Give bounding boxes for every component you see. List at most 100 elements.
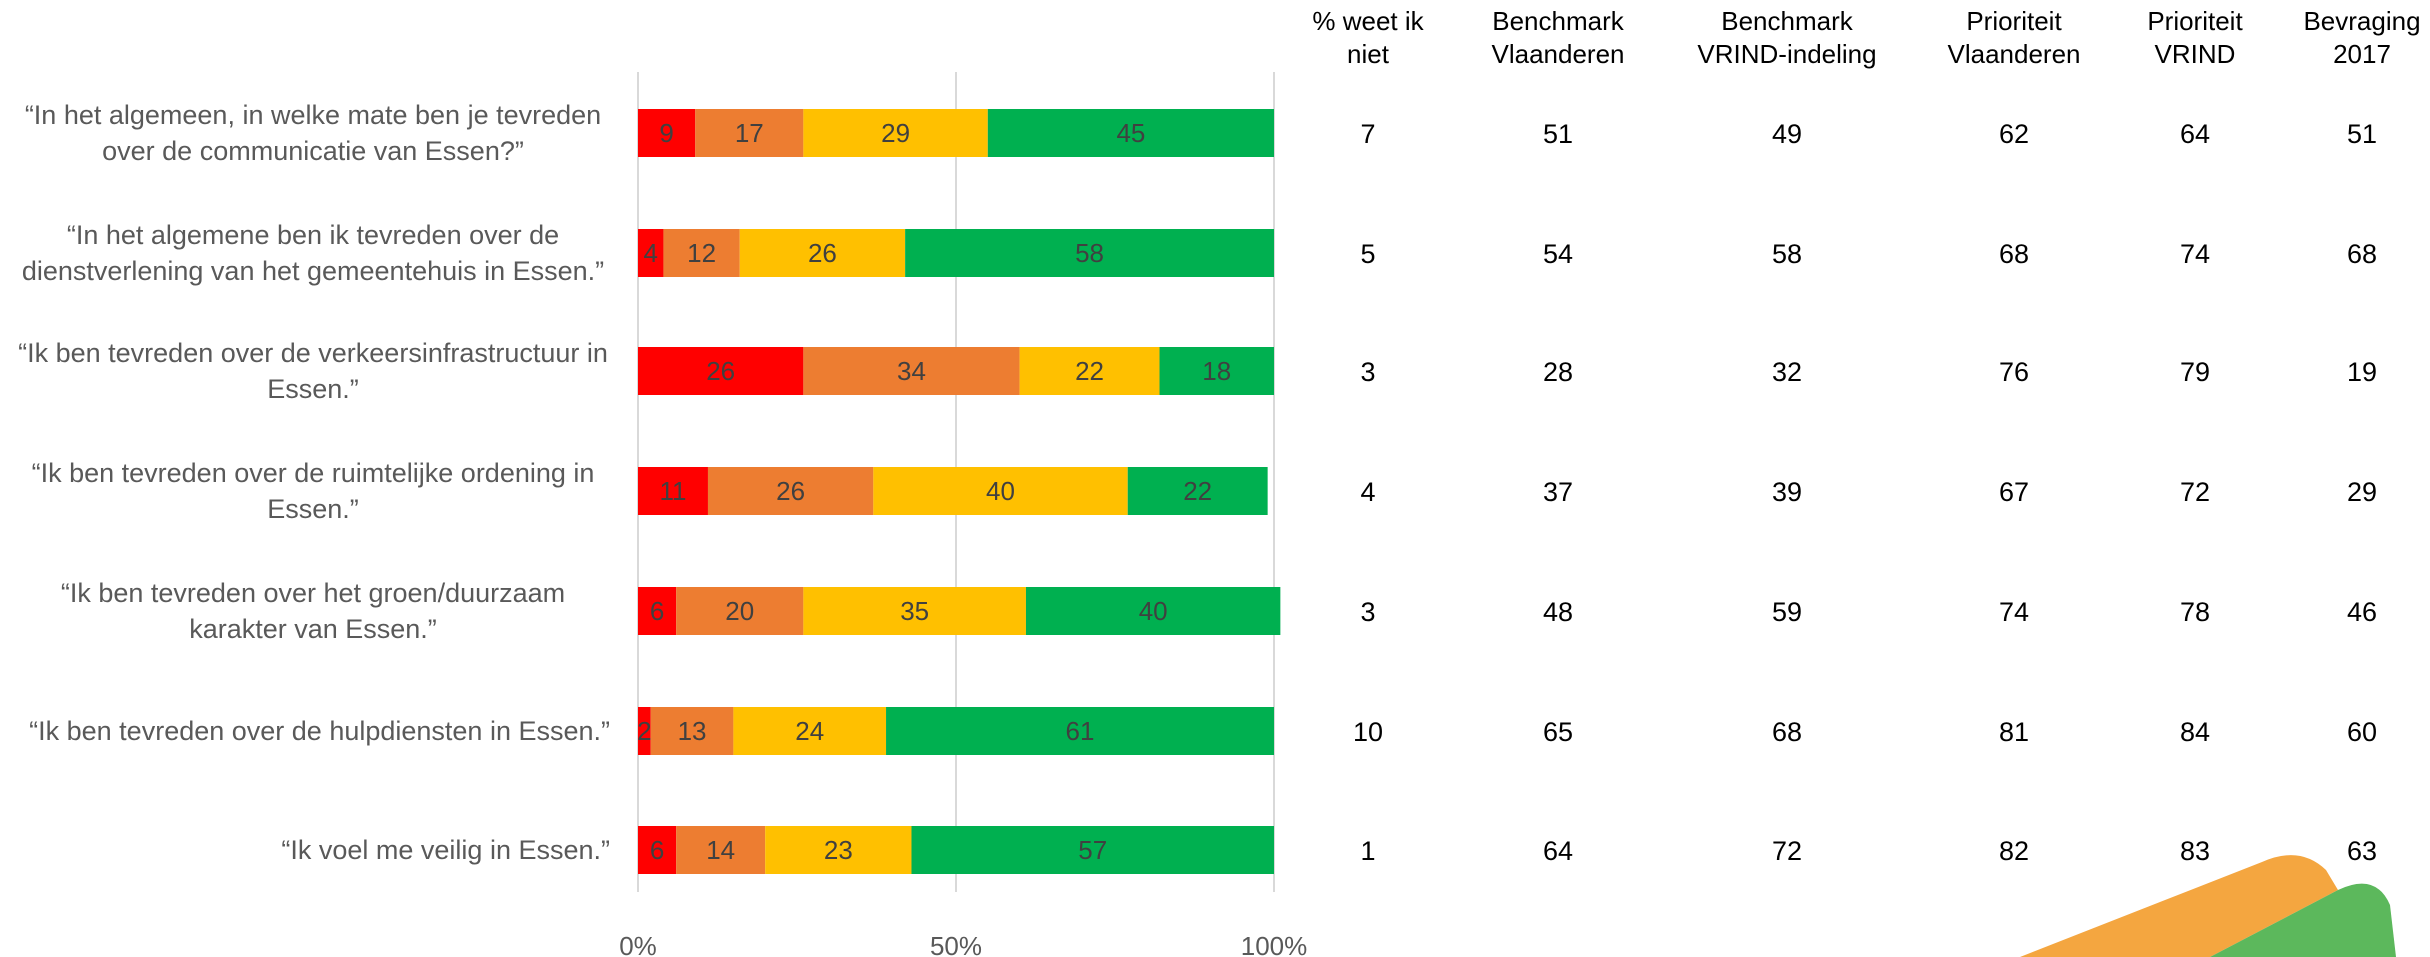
table-cell: 65 [1543,717,1573,747]
table-cell: 49 [1772,119,1802,149]
table-cell: 68 [1999,239,2029,269]
bar-segment [695,109,804,157]
table-cell: 51 [1543,119,1573,149]
bar-segment [765,826,912,874]
bar-data-label: 26 [776,476,805,506]
logo-green-shape [2210,883,2396,957]
table-cell: 10 [1353,717,1383,747]
bar-data-label: 12 [687,238,716,268]
question-label-line: karakter van Essen.” [189,614,437,644]
table-column-header: Vlaanderen [1492,39,1625,69]
table-cell: 68 [1772,717,1802,747]
table-cell: 39 [1772,477,1802,507]
question-label-line: “Ik ben tevreden over de hulpdiensten in… [29,716,610,746]
table-cell: 4 [1360,477,1375,507]
bar-data-label: 34 [897,356,926,386]
bar-segment [1025,587,1281,635]
bar-segment [987,109,1274,157]
table-cell: 72 [1772,836,1802,866]
bar-data-label: 18 [1202,356,1231,386]
bar-data-label: 61 [1066,716,1095,746]
question-label-line: “In het algemeen, in welke mate ben je t… [25,100,601,130]
table-cell: 83 [2180,836,2210,866]
table-cell: 64 [2180,119,2210,149]
bar-segment [638,109,696,157]
bar-data-label: 9 [659,118,673,148]
table-column-header: Prioriteit [1966,6,2062,36]
bar-segment [803,109,988,157]
table-column-header: Benchmark [1492,6,1624,36]
question-label-line: “Ik voel me veilig in Essen.” [281,835,610,865]
bar-segment [638,826,677,874]
table-cell: 29 [2347,477,2377,507]
question-label-line: “Ik ben tevreden over het groen/duurzaam [61,578,565,608]
data-table: % weet ikniet75343101BenchmarkVlaanderen… [1312,6,2420,866]
table-cell: 3 [1360,597,1375,627]
bar-data-label: 24 [795,716,824,746]
bar-segment [733,707,887,755]
bar-segment [1019,347,1160,395]
table-cell: 84 [2180,717,2210,747]
bar-segment [663,229,740,277]
table-cell: 59 [1772,597,1802,627]
table-cell: 81 [1999,717,2029,747]
bar-segment [638,347,804,395]
bar-data-label: 57 [1078,835,1107,865]
table-cell: 64 [1543,836,1573,866]
question-labels: “In het algemeen, in welke mate ben je t… [18,100,610,865]
bar-data-label: 29 [881,118,910,148]
table-column-header: niet [1347,39,1390,69]
bar-data-label: 4 [643,238,657,268]
bar-segment [803,587,1026,635]
bar-segment [886,707,1274,755]
table-cell: 54 [1543,239,1573,269]
table-column-header: Bevraging [2303,6,2420,36]
question-label-line: over de communicatie van Essen?” [102,136,524,166]
bar-segment [873,467,1128,515]
table-column-header: VRIND [2155,39,2236,69]
table-cell: 62 [1999,119,2029,149]
table-column-header: VRIND-indeling [1697,39,1876,69]
bar-data-label: 22 [1075,356,1104,386]
table-cell: 72 [2180,477,2210,507]
bar-segment [676,587,804,635]
bar-segment [638,707,651,755]
table-cell: 7 [1360,119,1375,149]
question-label-line: dienstverlening van het gemeentehuis in … [22,256,604,286]
table-column-header: Vlaanderen [1948,39,2081,69]
table-cell: 58 [1772,239,1802,269]
x-tick-label: 100% [1241,931,1308,957]
x-tick-label: 0% [619,931,657,957]
question-label-line: “Ik ben tevreden over de verkeersinfrast… [18,338,608,368]
bar-data-label: 6 [650,596,664,626]
bar-data-label: 14 [706,835,735,865]
bar-data-label: 13 [678,716,707,746]
bar-data-label: 40 [986,476,1015,506]
table-cell: 32 [1772,357,1802,387]
table-cell: 1 [1360,836,1375,866]
bar-segment [707,467,874,515]
bar-data-label: 17 [735,118,764,148]
table-cell: 76 [1999,357,2029,387]
table-column-header: Benchmark [1721,6,1853,36]
table-cell: 82 [1999,836,2029,866]
x-axis-ticks: 0% 50% 100% [619,931,1307,957]
question-label-line: “In het algemene ben ik tevreden over de [67,220,559,250]
bar-segment [638,587,677,635]
bar-segment [1159,347,1274,395]
table-cell: 48 [1543,597,1573,627]
question-label-line: “Ik ben tevreden over de ruimtelijke ord… [32,458,595,488]
table-cell: 67 [1999,477,2029,507]
table-cell: 51 [2347,119,2377,149]
table-cell: 78 [2180,597,2210,627]
bar-data-label: 23 [824,835,853,865]
logo-graphic [2020,855,2396,957]
bar-segment [803,347,1020,395]
table-cell: 63 [2347,836,2377,866]
bar-data-label: 6 [650,835,664,865]
bar-segment [905,229,1274,277]
bar-data-label: 40 [1139,596,1168,626]
question-label-line: Essen.” [267,374,359,404]
bar-segment [739,229,906,277]
